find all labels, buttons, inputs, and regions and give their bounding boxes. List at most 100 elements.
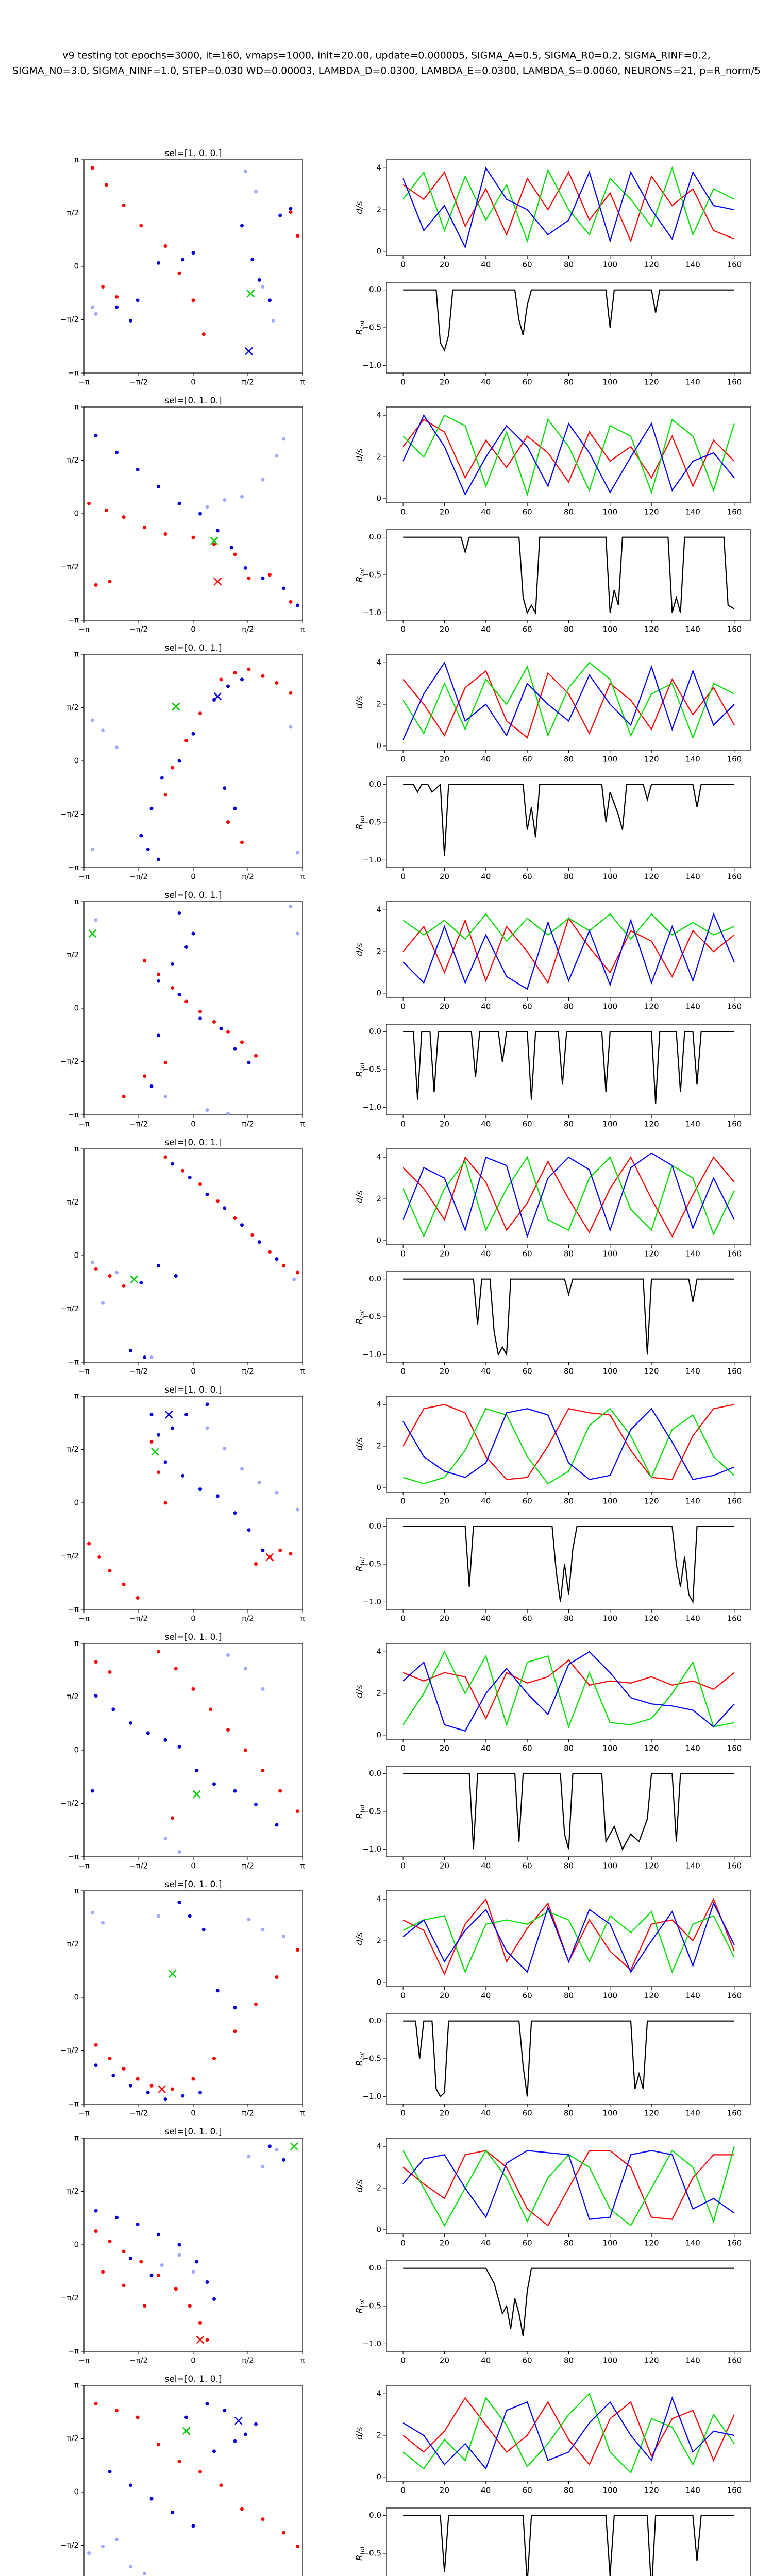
scatter-point bbox=[240, 1223, 244, 1227]
scatter-point bbox=[115, 2409, 119, 2413]
y-axis-label: Rtot bbox=[355, 2545, 366, 2561]
x-tick-label: −π/2 bbox=[129, 625, 148, 634]
cross-marker bbox=[172, 702, 180, 711]
x-tick-label: π/2 bbox=[242, 2356, 254, 2365]
scatter-point bbox=[115, 1270, 119, 1275]
scatter-point bbox=[243, 566, 247, 570]
x-tick-label: −π/2 bbox=[129, 2356, 148, 2365]
scatter-point bbox=[177, 2253, 181, 2257]
x-tick-label: 0 bbox=[400, 2486, 406, 2495]
scatter-point bbox=[267, 298, 272, 302]
x-tick-label: 140 bbox=[685, 2356, 700, 2365]
scatter-point bbox=[233, 1511, 237, 1515]
scatter-point bbox=[90, 718, 94, 722]
scatter-point bbox=[219, 1027, 223, 1031]
x-tick-label: 100 bbox=[603, 1120, 618, 1129]
scatter-point bbox=[267, 1250, 272, 1254]
series-line bbox=[403, 1773, 734, 1851]
scatter-point bbox=[181, 1473, 185, 1478]
y-axis-label: d/s bbox=[355, 1437, 365, 1451]
scatter-point bbox=[212, 2057, 216, 2061]
scatter-point bbox=[205, 505, 209, 509]
scatter-point bbox=[177, 501, 181, 505]
scatter-point bbox=[174, 1274, 178, 1278]
scatter-point bbox=[261, 674, 265, 678]
scatter-point bbox=[226, 684, 230, 688]
x-tick-label: π bbox=[300, 1861, 305, 1871]
scatter-point bbox=[247, 1060, 251, 1064]
series-line bbox=[403, 2515, 734, 2576]
scatter-point bbox=[157, 1470, 161, 1475]
scatter-point bbox=[275, 1823, 279, 1827]
scatter-point bbox=[94, 2402, 98, 2406]
x-tick-label: 0 bbox=[191, 1120, 196, 1129]
x-tick-label: 120 bbox=[644, 378, 659, 387]
y-tick-label: −1.0 bbox=[363, 1844, 381, 1854]
x-tick-label: 100 bbox=[603, 2356, 618, 2365]
scatter-point bbox=[191, 2524, 195, 2528]
y-axis-label-main: R bbox=[355, 576, 365, 582]
scatter-point bbox=[163, 1060, 167, 1064]
y-axis-label-main: R bbox=[355, 2307, 365, 2313]
y-tick-label: −π bbox=[68, 1358, 79, 1367]
x-tick-label: 140 bbox=[685, 1002, 700, 1011]
scatter-point bbox=[177, 993, 181, 997]
x-tick-label: 0 bbox=[191, 1861, 196, 1871]
y-tick-label: 2 bbox=[376, 2183, 381, 2193]
scatter-point bbox=[94, 2209, 98, 2213]
y-tick-label: π/2 bbox=[66, 1939, 79, 1948]
scatter-point bbox=[257, 1480, 261, 1484]
scatter-point bbox=[243, 2432, 247, 2436]
scatter-point bbox=[163, 793, 167, 797]
scatter-point bbox=[94, 1267, 98, 1271]
x-tick-label: 120 bbox=[644, 1249, 659, 1259]
x-tick-label: 40 bbox=[481, 260, 491, 269]
x-tick-label: −π/2 bbox=[129, 872, 148, 882]
x-tick-label: 80 bbox=[564, 872, 574, 882]
x-tick-label: 60 bbox=[523, 2109, 532, 2118]
scatter-point bbox=[215, 529, 220, 533]
y-tick-label: 0.0 bbox=[369, 2016, 381, 2025]
y-tick-label: 0 bbox=[74, 1004, 79, 1013]
x-tick-label: 100 bbox=[603, 2109, 618, 2118]
scatter-point bbox=[295, 931, 299, 936]
x-tick-label: 60 bbox=[523, 625, 532, 634]
y-axis-label: Rtot bbox=[355, 1309, 366, 1324]
x-tick-label: 20 bbox=[440, 2356, 449, 2365]
x-tick-label: 20 bbox=[440, 1744, 449, 1753]
scatter-point bbox=[261, 1927, 265, 1931]
y-tick-label: −π/2 bbox=[60, 809, 79, 819]
scatter-point bbox=[122, 203, 126, 207]
scatter-point bbox=[90, 166, 94, 170]
scatter-point bbox=[289, 1552, 293, 1556]
x-tick-label: −π/2 bbox=[129, 2109, 148, 2118]
scatter-point bbox=[191, 931, 195, 936]
x-tick-label: 0 bbox=[400, 1861, 406, 1871]
scatter-point bbox=[267, 573, 272, 577]
x-tick-label: 40 bbox=[481, 2239, 491, 2248]
x-tick-label: 60 bbox=[523, 507, 532, 517]
scatter-point bbox=[157, 2232, 161, 2236]
series-line bbox=[402, 1152, 735, 1239]
scatter-point bbox=[233, 1047, 237, 1051]
scatter-point bbox=[115, 305, 119, 309]
x-tick-label: 140 bbox=[685, 1249, 700, 1259]
series-line bbox=[402, 1651, 735, 1732]
y-tick-label: 2 bbox=[376, 700, 381, 709]
x-tick-label: 140 bbox=[685, 1120, 700, 1129]
scatter-point bbox=[205, 2337, 209, 2342]
x-tick-label: 60 bbox=[523, 1120, 532, 1129]
x-tick-label: 20 bbox=[440, 1002, 449, 1011]
y-tick-label: 2 bbox=[376, 1936, 381, 1945]
scatter-point bbox=[90, 1260, 94, 1264]
scatter-point bbox=[129, 1348, 133, 1352]
x-tick-label: 20 bbox=[440, 872, 449, 882]
scatter-point bbox=[215, 1494, 220, 1498]
x-tick-label: π bbox=[300, 378, 305, 387]
x-tick-label: 140 bbox=[685, 1367, 700, 1376]
scatter-point bbox=[247, 576, 251, 580]
scatter-point bbox=[281, 437, 285, 441]
y-tick-label: 4 bbox=[376, 905, 381, 914]
x-tick-label: 100 bbox=[603, 1991, 618, 2001]
scatter-point bbox=[177, 2243, 181, 2247]
